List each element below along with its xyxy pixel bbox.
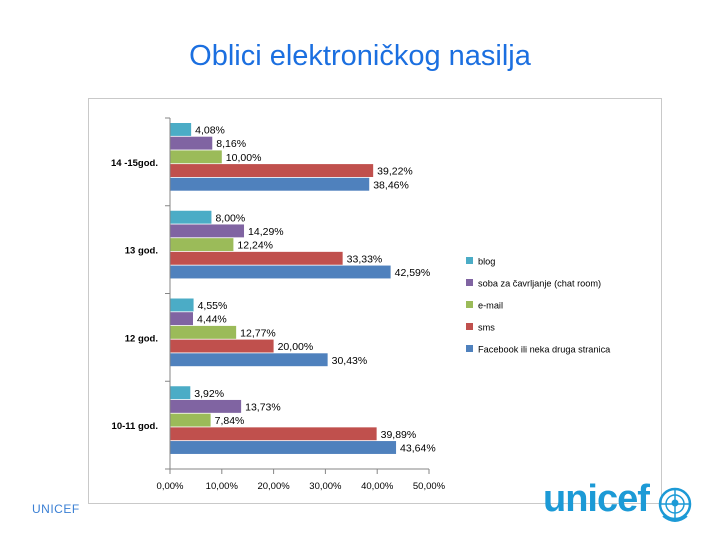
x-tick-label: 20,00% [257,481,290,492]
legend-label: soba za čavrljanje (chat room) [478,279,601,289]
bar [170,238,234,252]
bar [170,399,242,413]
data-label: 42,59% [395,267,431,279]
bar [170,224,245,238]
x-tick-label: 50,00% [413,481,446,492]
data-label: 4,08% [195,125,225,137]
legend-swatch [466,279,473,286]
legend-swatch [466,301,473,308]
category-label: 13 god. [125,246,158,257]
data-label: 12,24% [237,240,273,252]
data-label: 43,64% [400,443,436,455]
bar [170,177,370,191]
data-label: 8,00% [215,212,245,224]
legend-label: e-mail [478,301,503,311]
data-label: 4,44% [197,314,227,326]
bar [170,150,222,164]
category-label: 10-11 god. [112,421,158,432]
bar [170,386,191,400]
x-tick-label: 10,00% [206,481,239,492]
legend-swatch [466,257,473,264]
bar [170,325,237,339]
bar [170,312,193,326]
bar [170,136,213,150]
data-label: 39,22% [377,166,413,178]
unicef-globe-icon [658,487,692,522]
data-label: 4,55% [198,300,228,312]
category-label: 12 god. [125,333,158,344]
bar [170,123,192,136]
legend-label: sms [478,323,495,333]
bar [170,427,377,441]
bar-chart: 0,00% 10,00% 20,00% 30,00% 40,00% 50,00% 14 -1… [111,117,611,492]
data-label: 13,73% [245,401,281,413]
bar [170,251,343,265]
x-tick-label: 40,00% [361,481,394,492]
data-label: 8,16% [216,138,246,150]
data-label: 20,00% [278,341,314,353]
data-label: 30,43% [332,355,368,367]
bar [170,413,211,427]
legend-label: blog [478,257,495,267]
data-label: 12,77% [240,327,276,339]
x-tick-label: 0,00% [157,481,184,492]
legend-swatch [466,345,473,352]
data-label: 10,00% [226,152,262,164]
footer-label: UNICEF [32,502,80,516]
bar [170,298,194,312]
data-label: 38,46% [373,179,409,191]
category-label: 14 -15god. [111,158,158,169]
legend-swatch [466,323,473,330]
legend-label: Facebook ili neka druga stranica [478,345,611,355]
bar [170,353,328,367]
data-label: 39,89% [381,429,417,441]
data-label: 3,92% [194,388,224,400]
bar [170,164,374,177]
data-label: 33,33% [347,253,383,265]
bar [170,441,397,454]
data-label: 7,84% [215,415,245,427]
bar [170,339,274,353]
x-tick-label: 30,00% [309,481,342,492]
slide-title: Oblici elektroničkog nasilja [189,40,531,72]
logo-wordmark: unicef [543,478,650,520]
bar [170,210,212,224]
bar [170,265,391,279]
data-label: 14,29% [248,226,284,238]
